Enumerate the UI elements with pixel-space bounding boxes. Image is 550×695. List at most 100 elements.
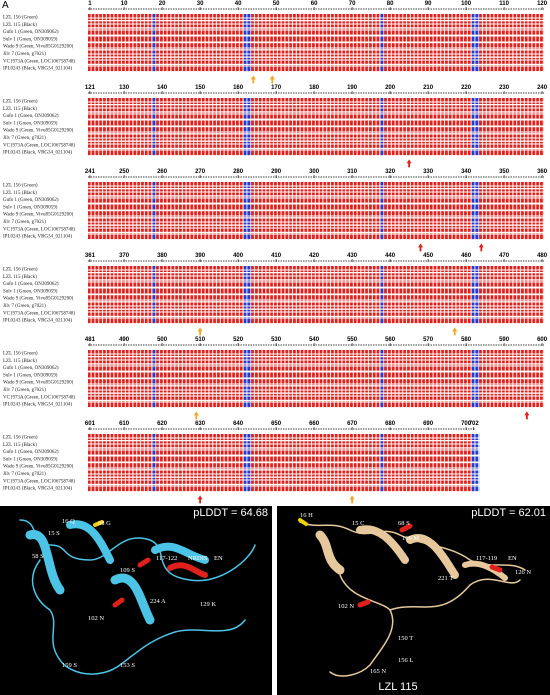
sequence-residues bbox=[88, 189, 544, 196]
sequence-residues bbox=[152, 317, 157, 324]
sequence-residues bbox=[471, 448, 480, 455]
sequence-residues bbox=[152, 371, 157, 378]
sequence-label: Gufo 1 (Green, ON309062) bbox=[3, 114, 59, 119]
ruler-label: 80 bbox=[387, 1, 394, 7]
ruler-label: 430 bbox=[347, 253, 358, 259]
residue-label: 129 K bbox=[200, 601, 216, 608]
sequence-residues bbox=[380, 401, 385, 408]
sequence-label: Jilv 7 (Green, g7021) bbox=[3, 472, 46, 477]
sequence-residues bbox=[88, 112, 544, 119]
sequence-residues bbox=[88, 317, 544, 324]
sequence-residues bbox=[88, 302, 544, 309]
sequence-residues bbox=[152, 105, 157, 112]
sequence-residues bbox=[380, 386, 385, 393]
sequence-residues bbox=[380, 182, 385, 188]
ruler-label: 320 bbox=[385, 169, 396, 175]
ruler-label: 40 bbox=[235, 1, 242, 7]
sequence-residues bbox=[380, 295, 385, 302]
ruler-label: 670 bbox=[347, 421, 358, 427]
residue-label: 109 M bbox=[402, 535, 419, 542]
sequence-residues bbox=[88, 43, 544, 50]
residue-label: 15 C bbox=[352, 520, 364, 527]
ruler-label: 520 bbox=[233, 337, 244, 343]
sequence-residues bbox=[88, 448, 476, 455]
sequence-residues bbox=[88, 455, 476, 462]
sequence-label: LZL 115 (Black) bbox=[3, 107, 37, 112]
ruler-label: 120 bbox=[537, 1, 548, 7]
variant-arrow bbox=[197, 495, 203, 504]
ruler-label: 510 bbox=[195, 337, 206, 343]
sequence-residues bbox=[471, 65, 480, 72]
sequence-residues bbox=[243, 455, 252, 462]
sequence-residues bbox=[88, 287, 544, 294]
sequence-residues bbox=[152, 364, 157, 371]
sequence-residues bbox=[380, 477, 385, 484]
ruler-label: 260 bbox=[157, 169, 168, 175]
sequence-residues bbox=[152, 182, 157, 188]
ruler-label: 600 bbox=[537, 337, 548, 343]
sequence-label: Jilv 7 (Green, g7021) bbox=[3, 304, 46, 309]
sequence-residues bbox=[471, 273, 480, 280]
sequence-label: Gufo 1 (Green, ON309062) bbox=[3, 366, 59, 371]
sequence-label: IPL0243 (Black, VRG34_021104) bbox=[3, 487, 72, 492]
protein-right bbox=[298, 518, 526, 677]
sequence-residues bbox=[243, 189, 252, 196]
ruler-label: 550 bbox=[347, 337, 358, 343]
plddt: pLDDT = 62.01 bbox=[471, 507, 546, 519]
sequence-label: Jilv 7 (Green, g7021) bbox=[3, 136, 46, 141]
sequence-residues bbox=[88, 233, 544, 240]
sequence-residues bbox=[152, 225, 157, 232]
sequence-residues bbox=[471, 112, 480, 119]
variant-arrow bbox=[524, 411, 530, 420]
ruler-label: 230 bbox=[499, 85, 510, 91]
sequence-residues bbox=[88, 463, 476, 470]
ruler-label: 410 bbox=[271, 253, 282, 259]
sequence-residues bbox=[152, 357, 157, 364]
sequence-residues bbox=[471, 280, 480, 287]
sequence-residues bbox=[471, 386, 480, 393]
sequence-residues bbox=[152, 401, 157, 408]
sequence-residues bbox=[88, 273, 544, 280]
ruler-label: 160 bbox=[233, 85, 244, 91]
sequence-label: LZL 115 (Black) bbox=[3, 275, 37, 280]
sequence-residues bbox=[243, 182, 252, 188]
sequence-residues bbox=[88, 434, 476, 440]
sequence-residues bbox=[152, 196, 157, 203]
sequence-residues bbox=[380, 393, 385, 400]
sequence-residues bbox=[380, 485, 385, 492]
sequence-residues bbox=[380, 21, 385, 28]
residue-label: 126 N bbox=[515, 569, 531, 576]
sequence-residues bbox=[380, 309, 385, 316]
sequence-label: Jilv 7 (Green, g7021) bbox=[3, 388, 46, 393]
sequence-residues bbox=[380, 189, 385, 196]
ruler-label: 400 bbox=[233, 253, 244, 259]
sequence-label: Sulv 1 (Green, ON309059) bbox=[3, 289, 58, 294]
sequence-residues bbox=[152, 393, 157, 400]
variant-arrow bbox=[452, 327, 458, 336]
sequence-residues bbox=[243, 14, 252, 20]
sequence-residues bbox=[88, 441, 476, 448]
sequence-residues bbox=[152, 295, 157, 302]
residue-label: 153 S bbox=[120, 662, 135, 669]
sequence-residues bbox=[471, 196, 480, 203]
sequence-residues bbox=[380, 98, 385, 104]
ruler-label: 370 bbox=[119, 253, 130, 259]
ruler-label: 560 bbox=[385, 337, 396, 343]
sequence-residues bbox=[88, 470, 476, 477]
sequence-label: LZL 156 (Green) bbox=[3, 16, 38, 21]
sequence-residues bbox=[152, 266, 157, 272]
sequence-label: Jilv 7 (Green, g7021) bbox=[3, 220, 46, 225]
sequence-label: VC1973A (Green, LOC106758748) bbox=[3, 395, 75, 400]
sequence-residues bbox=[471, 364, 480, 371]
sequence-residues bbox=[471, 149, 480, 156]
panel-label: A bbox=[2, 0, 9, 11]
sequence-residues bbox=[471, 211, 480, 218]
sequence-residues bbox=[152, 50, 157, 57]
residue-label: EN bbox=[508, 555, 517, 562]
sequence-label: Wado 9 (Green, Vivu85G0129200) bbox=[3, 45, 74, 50]
ruler-label: 110 bbox=[499, 1, 509, 7]
ruler-label: 680 bbox=[385, 421, 396, 427]
sequence-residues bbox=[88, 65, 544, 72]
ruler-label: 330 bbox=[423, 169, 434, 175]
sequence-residues bbox=[88, 119, 544, 126]
